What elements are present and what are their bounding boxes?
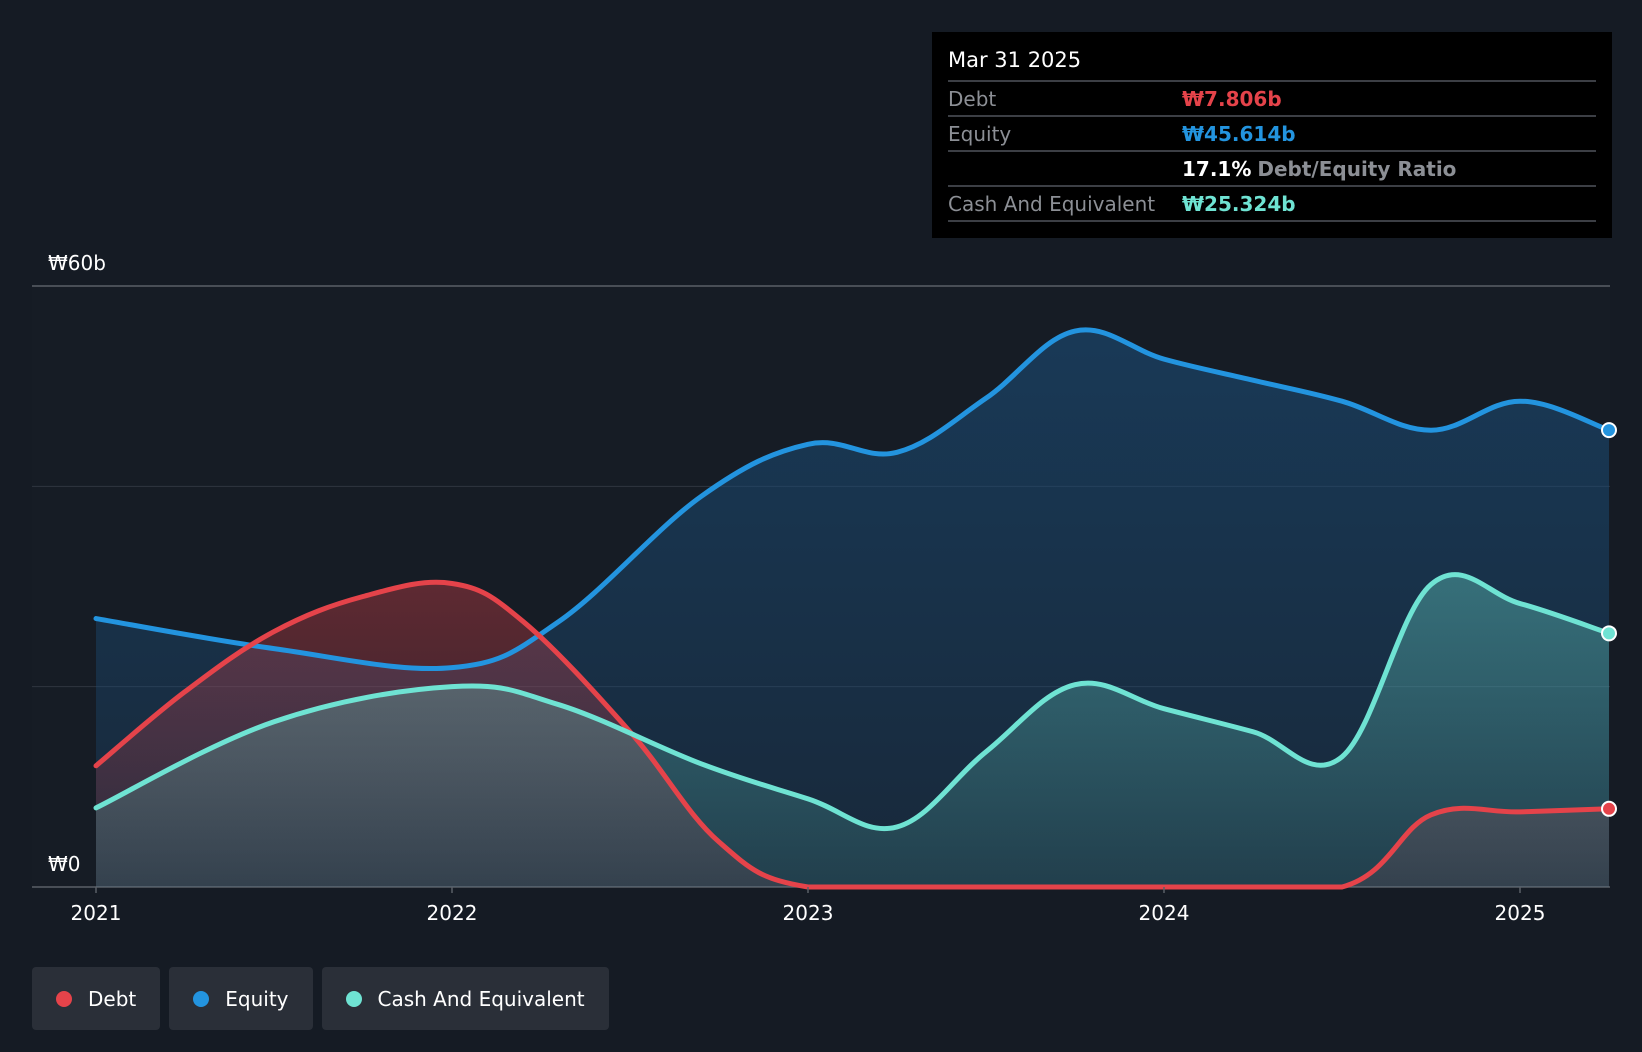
x-tick-label: 2025 (1495, 901, 1546, 925)
tooltip-cash-row: Cash And Equivalent ₩25.324b (948, 187, 1596, 222)
chart-legend: Debt Equity Cash And Equivalent (32, 967, 609, 1030)
y-tick-label-min: ₩0 (48, 852, 81, 876)
tooltip-panel: Mar 31 2025 Debt ₩7.806b Equity ₩45.614b… (932, 32, 1612, 238)
tooltip-cash-value: ₩25.324b (1182, 191, 1296, 216)
series-lines (93, 327, 1612, 890)
x-tick-label: 2022 (427, 901, 478, 925)
legend-item-cash[interactable]: Cash And Equivalent (321, 967, 609, 1030)
tooltip-ratio-row: 17.1% Debt/Equity Ratio (948, 150, 1596, 187)
legend-equity-label: Equity (225, 986, 289, 1011)
legend-cash-label: Cash And Equivalent (377, 986, 585, 1011)
series-end-markers (1601, 422, 1617, 817)
tooltip-ratio-value: 17.1% (1182, 156, 1252, 181)
series-areas (96, 329, 1609, 888)
debt-dot-icon (56, 990, 72, 1007)
x-tick-label: 2024 (1139, 901, 1190, 925)
cash-and-equivalent-end-point[interactable] (1601, 625, 1617, 642)
legend-debt-label: Debt (88, 986, 137, 1011)
tooltip-debt-value: ₩7.806b (1182, 86, 1282, 111)
cash-dot-icon (345, 990, 362, 1007)
cash-and-equivalent-area (96, 574, 1609, 887)
axis-labels: 2021 2022 2023 2024 2025 ₩60b ₩0 (48, 251, 1545, 925)
equity-dot-icon (193, 990, 210, 1007)
x-tick-label: 2021 (71, 901, 122, 925)
debt-line (93, 579, 1612, 890)
cash-and-equivalent-line (93, 572, 1612, 831)
tooltip-debt-label: Debt (948, 86, 997, 111)
y-tick-label-max: ₩60b (48, 251, 106, 275)
tooltip-equity-label: Equity (948, 121, 1012, 146)
tooltip-date: Mar 31 2025 (948, 46, 1596, 82)
tooltip-cash-label: Cash And Equivalent (948, 191, 1156, 216)
tooltip-ratio-label: Debt/Equity Ratio (1257, 156, 1457, 181)
legend-item-equity[interactable]: Equity (169, 967, 313, 1030)
legend-item-debt[interactable]: Debt (32, 967, 161, 1030)
equity-line (93, 327, 1612, 672)
tooltip-equity-value: ₩45.614b (1182, 121, 1296, 146)
x-tick-label: 2023 (783, 901, 834, 925)
tooltip-equity-row: Equity ₩45.614b (948, 117, 1596, 150)
debt-end-point[interactable] (1601, 800, 1617, 817)
tooltip-debt-row: Debt ₩7.806b (948, 82, 1596, 117)
equity-end-point[interactable] (1601, 422, 1617, 439)
